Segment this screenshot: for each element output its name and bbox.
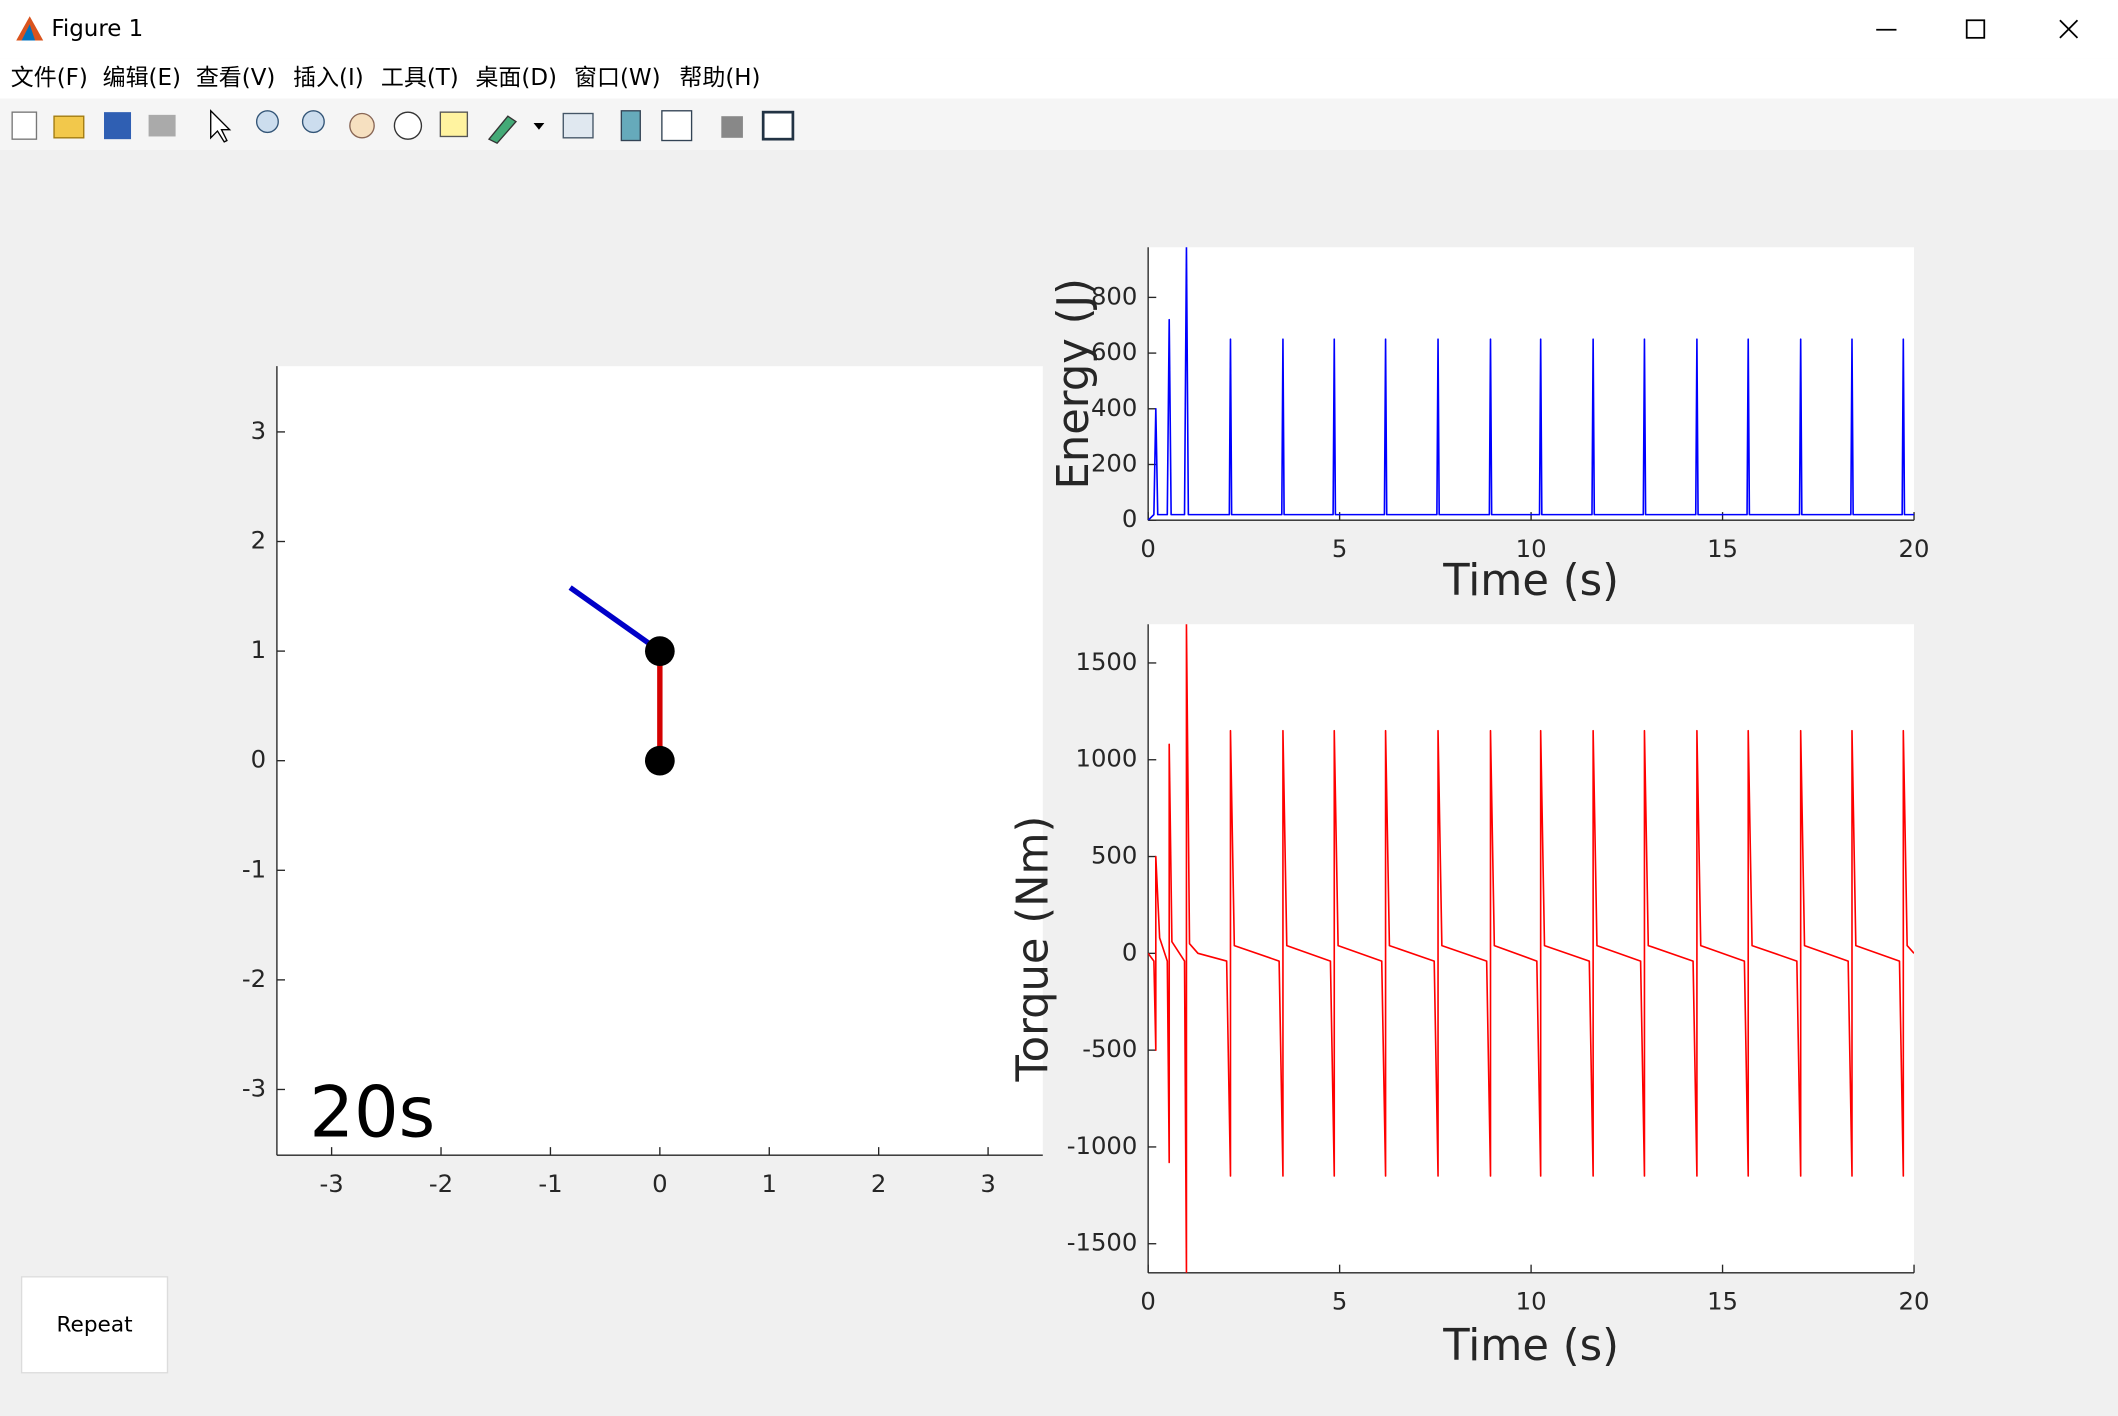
x-tick-label: 0: [1140, 1287, 1155, 1316]
menu-item[interactable]: 编辑(E): [103, 65, 181, 91]
open-icon[interactable]: [53, 115, 85, 139]
y-axis-label: Energy (J): [1049, 278, 1099, 490]
x-tick-label: 15: [1707, 534, 1738, 563]
data-line: [1148, 247, 1915, 521]
time-annotation: 20s: [309, 1071, 435, 1153]
y-tick-label: -2: [242, 964, 266, 993]
data-tip-icon[interactable]: [439, 111, 469, 138]
pan-icon[interactable]: [349, 112, 375, 139]
data-line: [568, 585, 662, 654]
y-tick-label: -3: [242, 1073, 266, 1102]
hide-tools-icon[interactable]: [721, 116, 743, 138]
save-icon[interactable]: [104, 112, 132, 140]
y-tick-label: 1500: [1076, 647, 1138, 676]
zoom-out-icon[interactable]: [301, 110, 325, 134]
y-tick-label: 3: [251, 416, 266, 445]
close-button[interactable]: [2059, 19, 2079, 39]
x-tick-label: 3: [980, 1169, 995, 1198]
print-icon[interactable]: [148, 114, 176, 137]
y-tick-label: 0: [1122, 504, 1137, 533]
x-axis-label: Time (s): [1442, 1321, 1619, 1371]
axes: -3 -2 -1 0 1 2 3 -3 -2 -1 0 1 2 3 20s: [242, 366, 1043, 1198]
x-tick-label: 20: [1899, 1287, 1930, 1316]
menu-item[interactable]: 帮助(H): [679, 65, 760, 91]
menu: 文件(F) 编辑(E) 查看(V) 插入(I) 工具(T) 桌面(D) 窗口(W) 帮助(H): [11, 65, 761, 91]
colorbar-icon[interactable]: [620, 110, 641, 142]
y-axis-label: Torque (Nm): [1009, 816, 1059, 1083]
menu-item[interactable]: 工具(T): [381, 65, 459, 91]
x-tick-label: 0: [1140, 534, 1155, 563]
window-title: Figure 1: [51, 16, 143, 42]
x-axis-label: Time (s): [1442, 556, 1619, 606]
app-icon: [16, 16, 44, 41]
y-tick-label: -1: [242, 854, 266, 883]
rotate-icon[interactable]: [393, 111, 423, 140]
select-icon[interactable]: [210, 109, 232, 143]
brush-icon[interactable]: [487, 115, 518, 145]
y-tick-label: 1000: [1076, 744, 1138, 773]
x-tick-label: -2: [429, 1169, 453, 1198]
joint-marker: [644, 636, 675, 666]
y-tick-label: 0: [1122, 937, 1137, 966]
axes: 0 5 10 15 20 -1500 -1000 -500 0 500 1000 1500 Time (…: [1009, 624, 1930, 1371]
y-tick-label: 1: [251, 635, 266, 664]
x-tick-label: 10: [1516, 1287, 1547, 1316]
y-tick-label: 0: [251, 745, 266, 774]
legend-icon[interactable]: [661, 110, 693, 142]
joint-marker: [644, 745, 675, 776]
x-tick-label: 1: [762, 1169, 777, 1198]
menu-item[interactable]: 查看(V): [196, 65, 276, 91]
x-tick-label: -3: [319, 1169, 343, 1198]
brush-dropdown[interactable]: [533, 122, 545, 130]
new-icon[interactable]: [11, 111, 38, 140]
y-tick-label: 400: [1091, 393, 1137, 422]
title-bar: [0, 0, 2118, 59]
x-tick-label: 10: [1516, 534, 1547, 563]
x-tick-label: -1: [538, 1169, 562, 1198]
repeat-button-label[interactable]: Repeat: [57, 1312, 133, 1337]
plot-content: [1148, 624, 1915, 1273]
x-tick-label: 20: [1899, 534, 1930, 563]
x-tick-label: 0: [652, 1169, 667, 1198]
y-tick-label: 600: [1091, 337, 1137, 366]
toolbar-icons: [11, 109, 795, 145]
y-tick-label: 2: [251, 526, 266, 555]
data-line: [1148, 624, 1915, 1273]
maximize-button[interactable]: [1965, 19, 1986, 39]
menu-item[interactable]: 桌面(D): [475, 65, 556, 91]
zoom-in-icon[interactable]: [255, 110, 279, 134]
y-tick-label: -1500: [1067, 1228, 1138, 1257]
menu-item[interactable]: 窗口(W): [574, 65, 661, 91]
plot-content: [568, 585, 675, 776]
plot-area: [1148, 624, 1915, 1273]
x-tick-label: 15: [1707, 1287, 1738, 1316]
plot-content: [1148, 247, 1915, 521]
y-tick-label: -1000: [1067, 1131, 1138, 1160]
menu-bar: [0, 58, 2118, 99]
plot-area: [1148, 247, 1915, 521]
x-tick-label: 5: [1332, 534, 1347, 563]
link-icon[interactable]: [562, 112, 594, 139]
menu-item[interactable]: 文件(F): [11, 65, 88, 91]
repeat-button[interactable]: [20, 1276, 169, 1374]
y-tick-label: -500: [1082, 1034, 1137, 1063]
dock-icon[interactable]: [761, 110, 795, 141]
x-tick-label: 5: [1332, 1287, 1347, 1316]
menu-item[interactable]: 插入(I): [293, 65, 364, 91]
x-tick-label: 2: [871, 1169, 886, 1198]
y-tick-label: 800: [1091, 281, 1137, 310]
y-tick-label: 200: [1091, 448, 1137, 477]
y-tick-label: 500: [1091, 841, 1137, 870]
